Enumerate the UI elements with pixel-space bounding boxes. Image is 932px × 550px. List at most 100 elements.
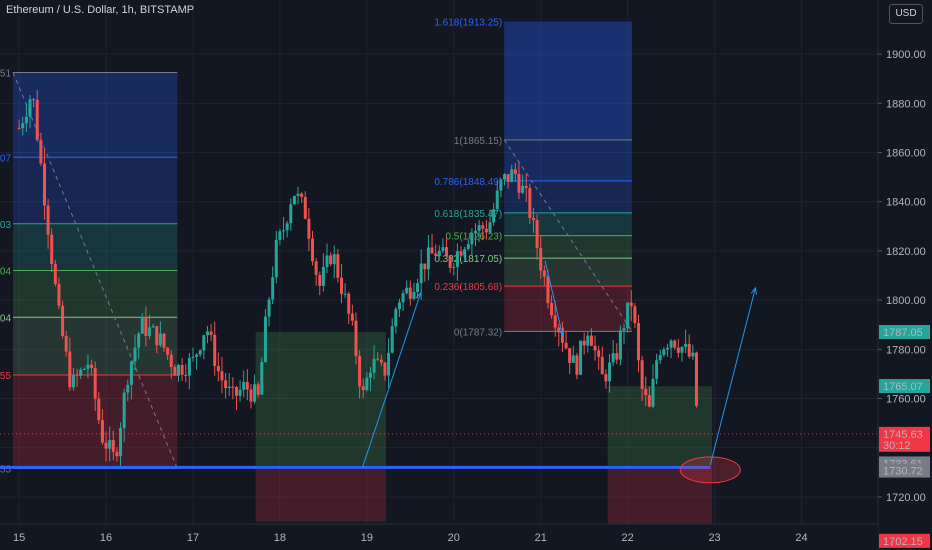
candle-body	[401, 293, 405, 303]
fib-band	[504, 235, 632, 259]
candle-body	[372, 358, 376, 373]
price-label-box	[879, 426, 930, 441]
candle-body	[100, 420, 104, 443]
candle-body	[387, 352, 391, 376]
candle-body	[571, 355, 575, 363]
candle-body	[339, 277, 343, 295]
time-tick-label: 20	[448, 532, 460, 544]
candle-body	[575, 355, 579, 375]
candle-body	[397, 302, 401, 310]
fib-extension-band	[504, 21, 632, 140]
projection-arrow-head	[750, 286, 757, 295]
fib-level-label: 0.618(1835.47)	[434, 209, 502, 220]
fib-band	[504, 286, 632, 332]
candle-body	[524, 185, 528, 189]
price-label-text: 1730.72	[883, 466, 923, 478]
fib-level-label: 1793.04	[0, 313, 11, 324]
candle-body	[593, 345, 597, 351]
candle-body	[430, 247, 434, 254]
candle-body	[358, 356, 362, 387]
currency-button[interactable]: USD	[889, 4, 923, 24]
candle-body	[231, 386, 235, 388]
candle-body	[637, 323, 641, 361]
fib-trend-line	[503, 139, 633, 332]
candle-body	[394, 309, 398, 327]
candle-body	[249, 389, 253, 402]
candle-body	[307, 218, 311, 239]
price-tick-label: 1820.00	[886, 246, 926, 258]
candle-body	[546, 276, 550, 304]
projection-arrow-head	[557, 327, 565, 336]
candle-body	[560, 332, 564, 343]
candle-body	[531, 217, 535, 221]
candle-body	[582, 340, 586, 346]
fib-band	[504, 212, 632, 236]
candle-body	[329, 255, 333, 265]
price-label-box	[879, 437, 930, 452]
candle-body	[481, 225, 485, 229]
candle-body	[586, 335, 590, 346]
candle-body	[191, 356, 195, 358]
candle-body	[622, 328, 626, 331]
candle-body	[579, 340, 583, 375]
time-tick-label: 19	[361, 532, 373, 544]
candle-body	[647, 395, 651, 407]
candle-body	[405, 287, 409, 294]
candle-body	[71, 374, 75, 388]
price-label-box	[879, 533, 930, 548]
candle-body	[303, 196, 307, 219]
time-tick-label: 15	[13, 532, 25, 544]
candle-body	[694, 352, 698, 406]
candle-body	[434, 253, 438, 256]
candle-body	[466, 244, 470, 249]
price-label-box	[879, 379, 930, 394]
candle-body	[300, 193, 304, 197]
candle-body	[137, 333, 141, 348]
candle-body	[162, 333, 166, 348]
candle-body	[354, 320, 358, 357]
candle-body	[618, 330, 622, 360]
candle-body	[542, 270, 546, 277]
candle-body	[495, 190, 499, 210]
candle-body	[148, 327, 152, 336]
candle-body	[608, 362, 612, 382]
candle-body	[195, 354, 199, 357]
candle-body	[553, 315, 557, 328]
candle-body	[187, 357, 191, 376]
fib-level-label: 1858.07	[0, 153, 11, 164]
price-label-text: 1787.05	[883, 327, 923, 339]
candle-body	[445, 247, 449, 257]
candle-body	[651, 378, 655, 407]
candle-body	[321, 266, 325, 286]
candle-body	[180, 365, 184, 375]
candle-body	[589, 335, 593, 346]
candle-body	[437, 250, 441, 256]
candle-body	[144, 316, 148, 336]
candle-body	[151, 326, 155, 328]
fib-level-label: 0.786(1848.49)	[434, 177, 502, 188]
candle-body	[535, 220, 539, 249]
candle-body	[234, 387, 238, 396]
fib-level-label: 0.382(1817.05)	[434, 254, 502, 265]
candle-body	[539, 248, 543, 271]
candle-body	[104, 442, 108, 449]
candle-body	[86, 364, 90, 369]
candle-body	[282, 230, 286, 232]
candle-body	[32, 99, 36, 101]
candle-body	[347, 293, 351, 314]
time-tick-label: 18	[274, 532, 286, 544]
candle-body	[376, 358, 380, 360]
fib-level-label: 0.236(1805.68)	[434, 282, 502, 293]
candle-body	[90, 364, 94, 368]
candle-body	[296, 193, 300, 196]
candle-body	[21, 123, 25, 129]
candle-body	[615, 353, 619, 360]
fib-level-label: 0.5(1826.23)	[445, 232, 502, 243]
candle-body	[336, 254, 340, 278]
candle-body	[365, 377, 369, 391]
time-tick-label: 21	[535, 532, 547, 544]
candle-body	[691, 352, 695, 357]
price-label-text: 1702.15	[883, 536, 923, 548]
